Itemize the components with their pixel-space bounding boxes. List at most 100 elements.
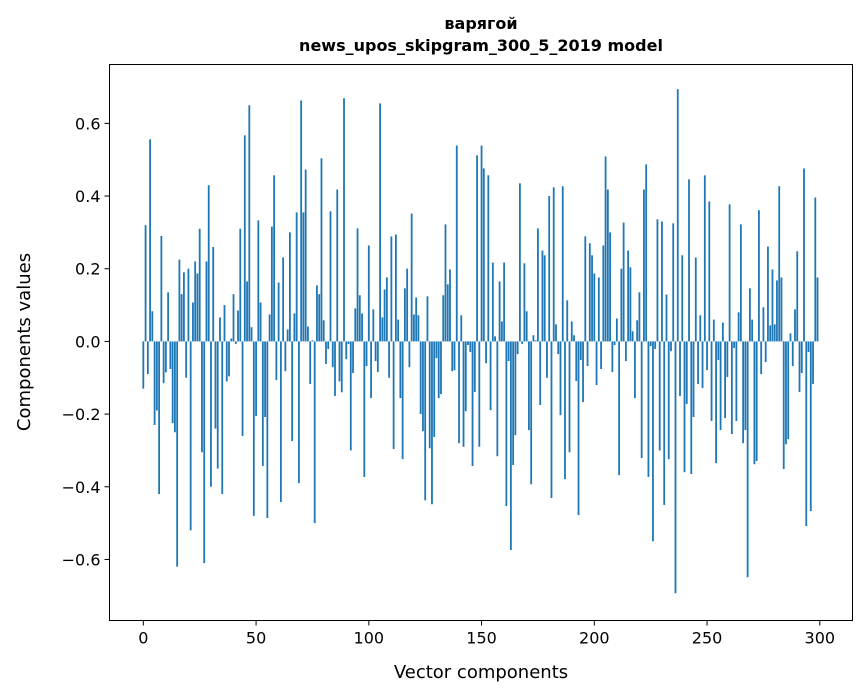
bar-72 [304, 169, 307, 342]
bar-115 [401, 341, 404, 460]
bar-143 [464, 341, 467, 412]
bar-163 [509, 341, 512, 551]
bar-209 [613, 341, 616, 346]
bar-250 [706, 341, 708, 371]
bar-41 [234, 341, 237, 344]
bar-200 [593, 273, 596, 342]
bar-46 [246, 281, 248, 342]
bar-30 [210, 341, 212, 487]
bar-223 [645, 164, 648, 342]
bar-77 [316, 285, 318, 342]
bar-219 [636, 320, 639, 342]
bar-90 [345, 341, 348, 360]
bar-101 [370, 341, 372, 399]
bar-7 [158, 341, 161, 495]
bar-49 [252, 341, 255, 516]
bar-253 [712, 319, 715, 342]
bar-241 [685, 341, 688, 404]
bar-100 [367, 245, 370, 342]
bar-88 [340, 341, 343, 393]
bar-295 [807, 341, 810, 352]
x-tick-label: 0 [138, 629, 148, 648]
bar-71 [302, 212, 305, 342]
bar-2 [146, 341, 149, 375]
bar-274 [760, 341, 763, 375]
bar-59 [275, 341, 278, 380]
bar-70 [300, 100, 303, 342]
bar-184 [557, 341, 560, 355]
bar-182 [552, 187, 555, 342]
bar-136 [449, 269, 451, 342]
bar-128 [431, 341, 433, 505]
bar-67 [293, 313, 296, 342]
bars-group [142, 89, 819, 594]
bar-1 [144, 225, 147, 342]
bar-154 [489, 341, 492, 411]
bar-235 [672, 223, 675, 342]
bar-194 [579, 341, 582, 360]
bar-294 [805, 341, 808, 527]
bar-247 [699, 315, 702, 342]
bar-164 [512, 341, 515, 465]
bar-278 [769, 325, 772, 342]
bar-205 [604, 156, 607, 342]
bar-173 [532, 335, 535, 342]
bar-123 [419, 341, 422, 415]
bar-66 [291, 341, 294, 441]
bar-281 [776, 280, 778, 342]
bar-95 [356, 228, 359, 342]
bar-131 [437, 341, 440, 399]
bar-122 [417, 315, 420, 342]
bar-170 [525, 311, 528, 342]
bar-291 [798, 341, 801, 392]
bar-127 [428, 341, 431, 449]
bar-58 [273, 175, 276, 342]
bar-222 [643, 189, 645, 342]
bar-231 [663, 341, 666, 505]
bar-288 [791, 341, 794, 367]
bar-28 [205, 261, 208, 342]
bar-266 [742, 341, 745, 444]
bar-242 [688, 179, 690, 342]
bar-135 [446, 284, 449, 342]
bar-147 [473, 341, 476, 392]
bar-124 [422, 341, 424, 432]
bar-17 [180, 294, 183, 342]
bar-174 [534, 340, 537, 342]
y-tick-label: −0.6 [62, 550, 101, 569]
bar-153 [487, 175, 490, 342]
bar-118 [408, 341, 411, 368]
bar-47 [248, 105, 251, 342]
chart-title: варягой [444, 14, 517, 33]
bar-283 [780, 277, 783, 342]
bar-263 [735, 341, 738, 421]
bar-44 [241, 341, 244, 436]
bar-104 [376, 341, 379, 372]
bar-177 [541, 250, 544, 342]
bar-112 [394, 234, 397, 342]
bar-252 [710, 341, 713, 421]
bar-172 [530, 341, 533, 485]
bar-251 [708, 201, 711, 342]
bar-196 [584, 236, 587, 342]
bar-36 [223, 305, 226, 342]
bar-155 [491, 262, 494, 342]
bar-140 [458, 341, 460, 444]
bar-168 [521, 341, 524, 344]
bar-279 [771, 269, 774, 342]
bar-156 [494, 336, 496, 342]
bar-190 [570, 321, 573, 342]
bar-257 [721, 322, 724, 342]
bar-254 [715, 341, 717, 464]
bar-179 [546, 341, 548, 378]
bar-298 [814, 197, 817, 342]
bar-55 [266, 341, 269, 519]
bar-192 [575, 341, 578, 382]
bar-238 [679, 341, 681, 396]
bar-207 [609, 232, 611, 342]
bar-187 [564, 341, 566, 480]
chart-subtitle: news_upos_skipgram_300_5_2019 model [299, 36, 663, 55]
bar-267 [744, 341, 747, 431]
bar-52 [259, 302, 262, 342]
bar-13 [171, 341, 174, 424]
